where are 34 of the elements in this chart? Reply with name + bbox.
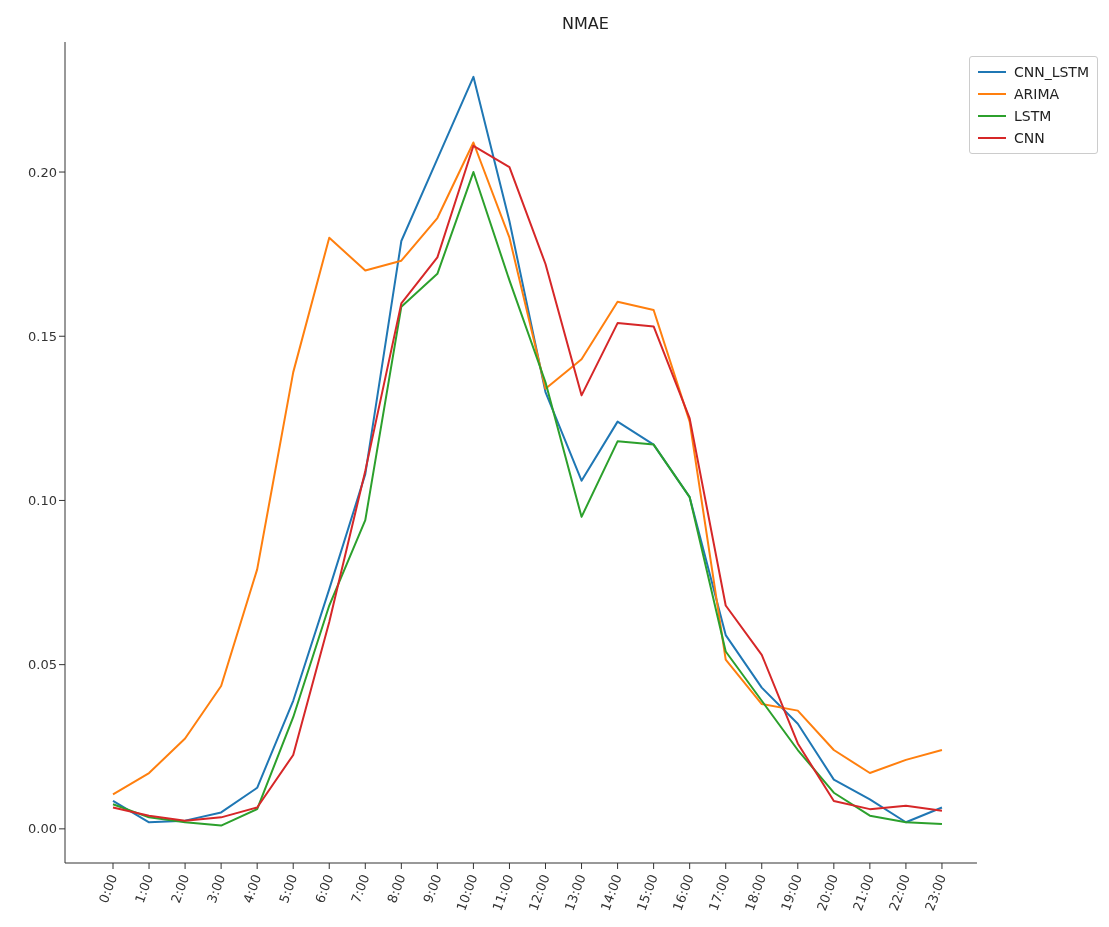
y-tick-label: 0.15	[28, 328, 57, 344]
legend-label: ARIMA	[1013, 86, 1060, 102]
y-tick-label: 0.20	[28, 164, 57, 180]
x-tick-label: 2:00	[168, 872, 193, 906]
x-tick-label: 9:00	[420, 872, 445, 906]
x-tick-label: 13:00	[561, 872, 589, 913]
chart-title: NMAE	[561, 14, 610, 33]
x-tick-label: 0:00	[95, 872, 121, 906]
y-tick-label: 0.00	[28, 821, 57, 837]
x-tick-label: 12:00	[525, 872, 553, 913]
x-tick-label: 19:00	[777, 872, 805, 913]
x-tick-label: 5:00	[276, 872, 301, 906]
x-tick-label: 3:00	[204, 872, 229, 906]
x-tick-label: 4:00	[240, 872, 265, 906]
x-tick-label: 21:00	[850, 872, 877, 913]
x-tick-label: 15:00	[633, 872, 661, 913]
x-tick-label: 1:00	[132, 872, 157, 906]
x-tick-label: 10:00	[453, 872, 481, 913]
x-tick-label: 23:00	[922, 872, 949, 913]
y-tick-label: 0.10	[28, 493, 57, 509]
x-tick-label: 8:00	[384, 872, 409, 906]
legend-label: CNN_LSTM	[1013, 64, 1089, 80]
x-tick-label: 7:00	[348, 872, 373, 906]
x-tick-label: 11:00	[489, 872, 517, 913]
x-tick-label: 20:00	[813, 872, 841, 913]
x-tick-label: 17:00	[705, 872, 733, 913]
x-tick-label: 18:00	[741, 872, 769, 913]
x-tick-label: 22:00	[886, 872, 913, 913]
y-tick-label: 0.05	[28, 657, 57, 673]
x-tick-label: 16:00	[669, 872, 697, 913]
x-tick-label: 14:00	[597, 872, 625, 913]
x-tick-label: 6:00	[312, 872, 337, 906]
legend-label: CNN	[1013, 130, 1045, 146]
legend-label: LSTM	[1013, 108, 1052, 124]
